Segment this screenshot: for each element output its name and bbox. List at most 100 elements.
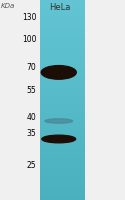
Bar	[40, 18, 85, 20]
Bar	[40, 155, 85, 157]
Bar	[40, 72, 85, 73]
Bar	[40, 68, 85, 70]
Bar	[40, 185, 85, 187]
Bar	[40, 150, 85, 152]
Bar	[40, 30, 85, 32]
Bar	[40, 87, 85, 88]
Bar	[40, 118, 85, 120]
Bar	[40, 92, 85, 93]
Bar	[40, 187, 85, 188]
Bar	[40, 38, 85, 40]
Bar	[40, 110, 85, 112]
Bar	[40, 77, 85, 78]
Ellipse shape	[45, 119, 72, 123]
Bar	[40, 102, 85, 103]
Bar	[40, 108, 85, 110]
Bar	[40, 60, 85, 62]
Bar	[40, 47, 85, 48]
Bar	[40, 105, 85, 107]
Bar	[40, 43, 85, 45]
Bar	[40, 173, 85, 175]
Bar	[40, 13, 85, 15]
Bar	[40, 63, 85, 65]
Bar	[40, 70, 85, 72]
Bar	[40, 95, 85, 97]
Bar	[40, 7, 85, 8]
Bar	[40, 197, 85, 198]
Bar	[40, 182, 85, 183]
Bar	[40, 97, 85, 98]
Text: 25: 25	[27, 160, 36, 170]
Bar	[40, 195, 85, 197]
Bar	[40, 67, 85, 68]
Bar	[40, 33, 85, 35]
Bar	[40, 172, 85, 173]
Bar	[40, 78, 85, 80]
Bar	[40, 180, 85, 182]
Bar	[40, 122, 85, 123]
Bar	[40, 165, 85, 167]
Bar	[40, 23, 85, 25]
Bar	[40, 73, 85, 75]
Bar	[40, 37, 85, 38]
Bar	[40, 130, 85, 132]
Bar	[40, 153, 85, 155]
Bar	[40, 160, 85, 162]
Bar	[40, 100, 85, 102]
Bar	[40, 98, 85, 100]
Bar	[40, 22, 85, 23]
Bar	[40, 158, 85, 160]
Bar	[40, 115, 85, 117]
Bar	[40, 132, 85, 133]
Bar	[40, 48, 85, 50]
Bar	[40, 53, 85, 55]
Bar	[40, 117, 85, 118]
Bar	[40, 83, 85, 85]
Bar	[40, 147, 85, 148]
Bar	[40, 50, 85, 52]
Bar	[40, 152, 85, 153]
Bar	[40, 123, 85, 125]
Bar	[40, 25, 85, 27]
Bar	[40, 80, 85, 82]
Bar	[40, 157, 85, 158]
Bar	[40, 188, 85, 190]
Text: 55: 55	[26, 86, 36, 95]
Text: 70: 70	[26, 62, 36, 72]
Bar	[40, 32, 85, 33]
Bar	[40, 90, 85, 92]
Bar	[40, 137, 85, 138]
Bar	[40, 142, 85, 143]
Bar	[40, 125, 85, 127]
Bar	[40, 55, 85, 57]
Bar	[40, 178, 85, 180]
Bar	[40, 167, 85, 168]
Bar	[40, 45, 85, 47]
Bar	[40, 3, 85, 5]
Text: 100: 100	[22, 34, 36, 44]
Bar	[40, 192, 85, 193]
Bar	[40, 127, 85, 128]
Bar	[40, 193, 85, 195]
Ellipse shape	[42, 135, 76, 143]
Bar	[40, 88, 85, 90]
Bar	[40, 27, 85, 28]
Bar	[40, 85, 85, 87]
Bar	[40, 140, 85, 142]
Bar	[40, 93, 85, 95]
Bar	[40, 52, 85, 53]
Bar	[40, 17, 85, 18]
Bar	[40, 163, 85, 165]
Bar	[40, 0, 85, 2]
Bar	[40, 58, 85, 60]
Bar	[40, 145, 85, 147]
Bar	[40, 28, 85, 30]
Bar	[40, 8, 85, 10]
Bar	[40, 135, 85, 137]
Bar	[40, 112, 85, 113]
Bar	[40, 15, 85, 17]
Bar	[40, 35, 85, 37]
Bar	[40, 168, 85, 170]
Bar	[40, 75, 85, 77]
Bar	[40, 40, 85, 42]
